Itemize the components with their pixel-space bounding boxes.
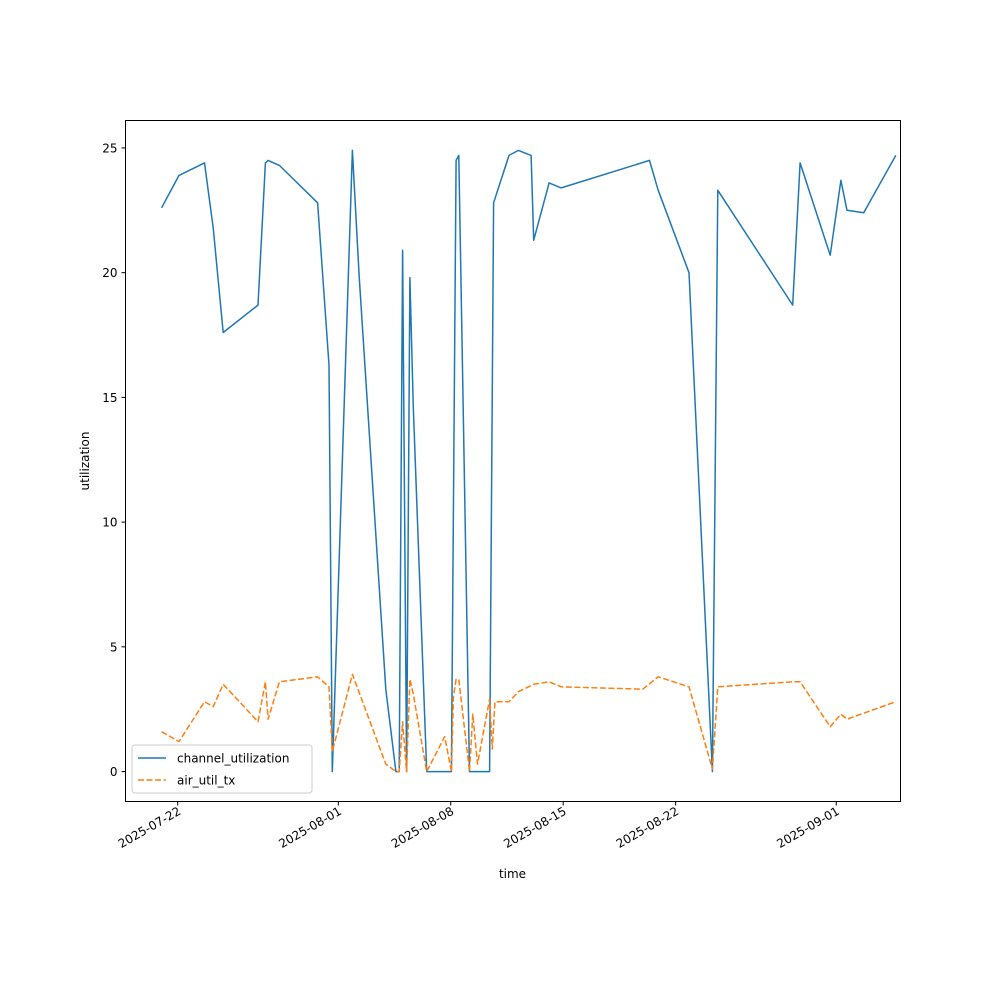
x-axis-label: time xyxy=(499,867,526,881)
legend-label-air-util-tx: air_util_tx xyxy=(177,774,235,788)
y-axis-label: utilization xyxy=(78,432,92,491)
x-tick-label: 2025-08-08 xyxy=(389,804,456,851)
y-tick-label: 25 xyxy=(102,141,117,155)
x-tick-label: 2025-09-01 xyxy=(774,804,841,851)
y-tick-label: 5 xyxy=(110,640,118,654)
series-line-air-util-tx xyxy=(161,673,897,773)
y-tick-label: 15 xyxy=(102,391,117,405)
series-line-channel-utilization xyxy=(160,149,897,773)
legend-box xyxy=(131,744,313,794)
y-tick-label: 10 xyxy=(102,516,117,530)
legend: channel_utilization air_util_tx xyxy=(131,744,313,794)
y-tick-label: 0 xyxy=(110,765,118,779)
x-tick-label: 2025-08-15 xyxy=(501,804,568,851)
y-tick-label: 20 xyxy=(102,266,117,280)
x-tick-label: 2025-08-22 xyxy=(614,804,681,851)
x-tick-label: 2025-07-22 xyxy=(116,804,183,851)
legend-label-channel-utilization: channel_utilization xyxy=(177,752,289,766)
x-tick-label: 2025-08-01 xyxy=(276,804,343,851)
plot-frame xyxy=(125,120,901,802)
